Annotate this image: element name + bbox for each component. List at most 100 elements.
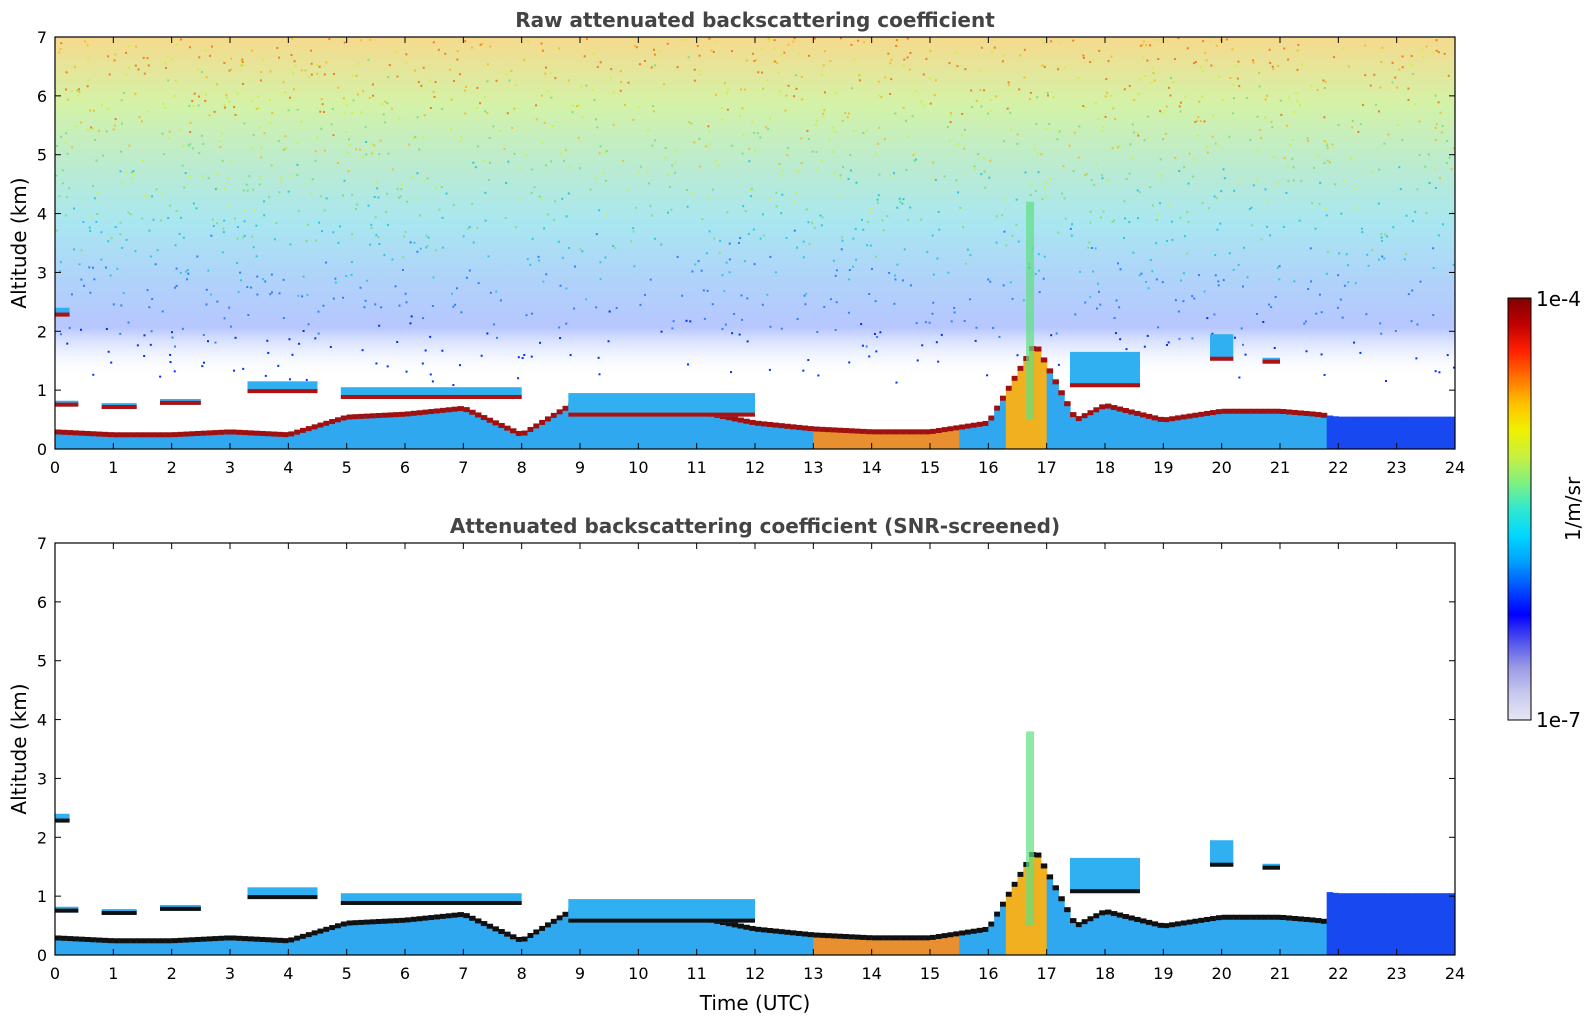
noise-speck	[593, 98, 596, 101]
aerosol-top-line	[189, 937, 196, 943]
noise-speck	[173, 94, 176, 97]
aerosol-top-line	[498, 423, 505, 429]
noise-speck	[174, 286, 177, 289]
noise-speck	[1384, 380, 1387, 383]
noise-speck	[875, 255, 878, 258]
noise-speck	[1453, 366, 1455, 369]
noise-speck	[1360, 227, 1363, 230]
boundary-layer-cell	[1233, 410, 1240, 449]
noise-speck	[1043, 255, 1046, 258]
aerosol-top-line	[1140, 412, 1147, 418]
noise-speck	[1050, 40, 1053, 43]
noise-speck	[351, 193, 354, 196]
noise-speck	[766, 79, 769, 82]
aerosol-top-line	[393, 412, 400, 418]
noise-speck	[701, 218, 704, 221]
aerosol-top-line	[1134, 916, 1141, 922]
aerosol-top-line	[865, 935, 873, 941]
aerosol-top-line	[504, 425, 511, 431]
aerosol-top-line	[60, 429, 68, 435]
noise-speck	[1177, 37, 1180, 40]
noise-speck	[1258, 71, 1261, 74]
boundary-layer-cell	[644, 405, 651, 449]
aerosol-top-line	[212, 430, 219, 436]
noise-speck	[573, 265, 576, 268]
noise-speck	[87, 79, 90, 82]
boundary-layer-cell	[259, 432, 266, 449]
noise-speck	[422, 66, 425, 69]
aerosol-top-line	[195, 936, 202, 942]
noise-speck	[116, 267, 119, 270]
noise-speck	[141, 217, 144, 220]
aerosol-top-line	[1046, 368, 1054, 374]
noise-speck	[1142, 40, 1145, 43]
noise-speck	[708, 37, 711, 40]
noise-speck	[1283, 47, 1286, 50]
noise-speck	[1394, 329, 1397, 332]
aerosol-top-line	[1215, 409, 1223, 415]
noise-speck	[239, 271, 242, 274]
noise-speck	[277, 364, 280, 367]
noise-speck	[489, 161, 492, 164]
noise-speck	[378, 324, 381, 327]
noise-speck	[646, 129, 649, 132]
noise-speck	[1149, 44, 1152, 47]
boundary-layer-cell	[714, 920, 721, 955]
boundary-layer-cell	[1297, 918, 1304, 955]
aerosol-top-line	[294, 935, 301, 941]
noise-speck	[554, 200, 557, 203]
noise-speck	[236, 92, 239, 95]
boundary-layer-cell	[486, 419, 494, 449]
boundary-layer-cell	[889, 431, 896, 449]
noise-speck	[273, 238, 276, 241]
boundary-layer-cell	[1122, 916, 1129, 955]
noise-speck	[802, 256, 805, 259]
noise-speck	[707, 195, 710, 198]
boundary-layer-cell	[1431, 893, 1439, 955]
noise-speck	[216, 300, 219, 303]
noise-speck	[298, 342, 301, 345]
y-tick-label: 2	[37, 828, 47, 847]
noise-speck	[316, 64, 319, 67]
noise-speck	[451, 292, 454, 295]
noise-speck	[989, 159, 992, 162]
aerosol-top-line	[276, 431, 284, 437]
boundary-layer-cell	[235, 431, 243, 449]
noise-speck	[314, 150, 317, 153]
aerosol-top-line	[247, 936, 254, 942]
aerosol-top-line	[743, 418, 750, 424]
noise-speck	[105, 130, 108, 133]
noise-speck	[113, 59, 116, 62]
noise-speck	[1220, 190, 1223, 193]
boundary-layer-cell	[941, 935, 949, 955]
boundary-layer-cell	[620, 403, 628, 449]
noise-speck	[726, 108, 729, 111]
aerosol-top-line	[795, 424, 803, 430]
noise-speck	[452, 305, 455, 308]
boundary-layer-cell	[1396, 893, 1404, 955]
aerosol-top-line	[230, 429, 237, 435]
noise-speck	[1320, 353, 1323, 356]
aerosol-top-line	[259, 430, 266, 436]
boundary-layer-cell	[364, 921, 371, 955]
noise-speck	[901, 279, 904, 282]
noise-speck	[895, 44, 898, 47]
noise-speck	[1445, 162, 1448, 165]
noise-speck	[894, 112, 897, 115]
boundary-layer-cell	[428, 917, 435, 955]
noise-speck	[1082, 105, 1085, 108]
panel-screened: Attenuated backscattering coefficient (S…	[7, 514, 1465, 1015]
noise-speck	[907, 218, 910, 221]
boundary-layer-cell	[959, 932, 966, 955]
noise-speck	[1362, 103, 1365, 106]
boundary-layer-cell	[1274, 916, 1281, 955]
noise-speck	[711, 188, 714, 191]
noise-speck	[222, 231, 225, 234]
noise-speck	[128, 144, 131, 147]
noise-speck	[713, 237, 716, 240]
aerosol-top-line	[895, 429, 902, 435]
aerosol-top-line	[1070, 918, 1077, 924]
noise-speck	[1199, 120, 1202, 123]
boundary-layer-cell	[842, 430, 849, 449]
noise-speck	[489, 45, 492, 48]
